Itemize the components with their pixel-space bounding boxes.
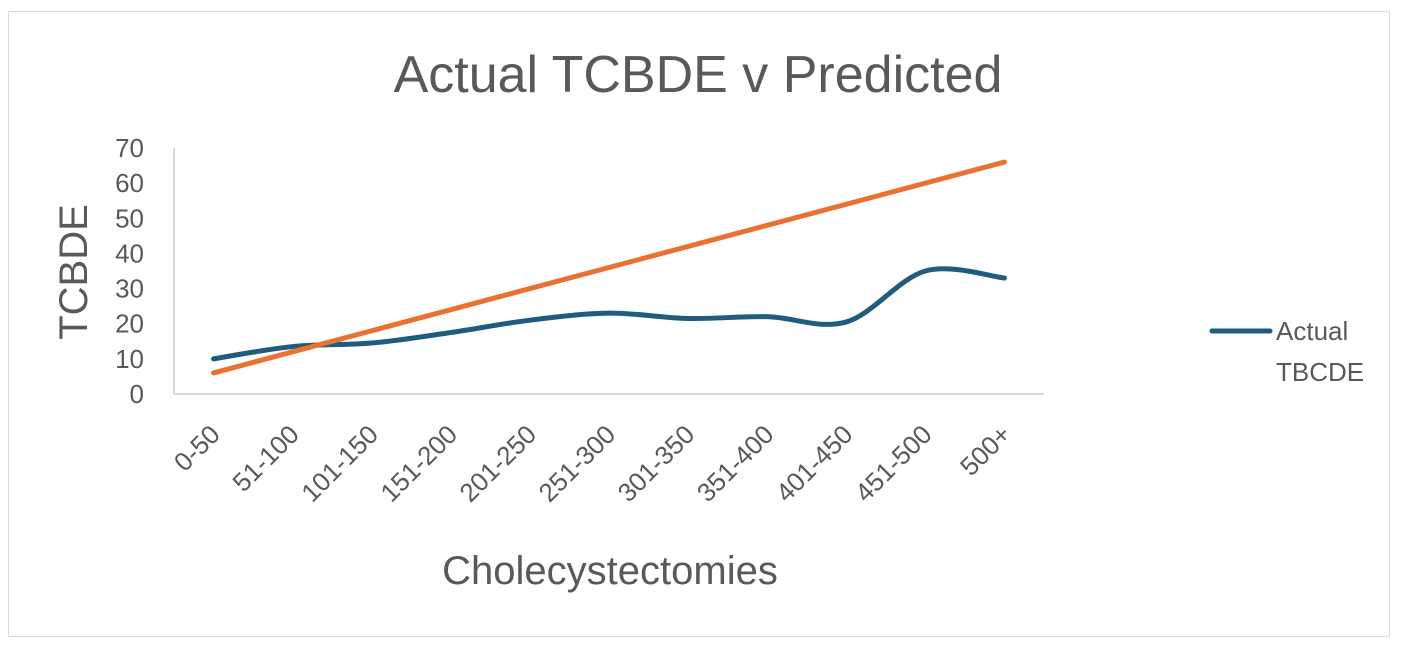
- x-tick-label: 201-250: [453, 419, 542, 508]
- x-tick-label: 0-50: [168, 419, 226, 477]
- x-axis-title: Cholecystectomies: [442, 549, 778, 593]
- y-tick-label: 0: [130, 379, 144, 409]
- x-tick-label: 51-100: [226, 419, 304, 497]
- x-axis-ticks: 0-50 51-100101-150151-200201-250251-30030…: [168, 419, 1017, 508]
- x-tick-label: 401-450: [770, 419, 859, 508]
- chart-frame: [8, 11, 1390, 637]
- y-axis-ticks: 0 10 20 30 40 50 60 70: [115, 133, 144, 409]
- x-tick-label: 151-200: [374, 419, 463, 508]
- x-tick-label: 251-300: [533, 419, 622, 508]
- y-tick-label: 40: [115, 238, 144, 268]
- series-layer: [211, 159, 1007, 376]
- y-tick-label: 20: [115, 309, 144, 339]
- x-tick-label: 500+: [954, 419, 1017, 482]
- legend-label: Actual TBCDE: [1276, 316, 1364, 387]
- x-tick-label: 351-400: [691, 419, 780, 508]
- chart-title: Actual TCBDE v Predicted: [394, 46, 1003, 104]
- series-line-predicted: [211, 159, 1007, 376]
- series-line-actual: [211, 266, 1007, 362]
- y-tick-label: 50: [115, 203, 144, 233]
- y-tick-label: 60: [115, 168, 144, 198]
- y-axis-title: TCBDE: [52, 204, 96, 340]
- y-tick-label: 10: [115, 344, 144, 374]
- x-tick-label: 451-500: [849, 419, 938, 508]
- legend: Actual TBCDE: [1209, 316, 1364, 387]
- x-tick-label: 101-150: [295, 419, 384, 508]
- y-tick-label: 30: [115, 274, 144, 304]
- x-tick-label: 301-350: [612, 419, 701, 508]
- y-tick-label: 70: [115, 133, 144, 163]
